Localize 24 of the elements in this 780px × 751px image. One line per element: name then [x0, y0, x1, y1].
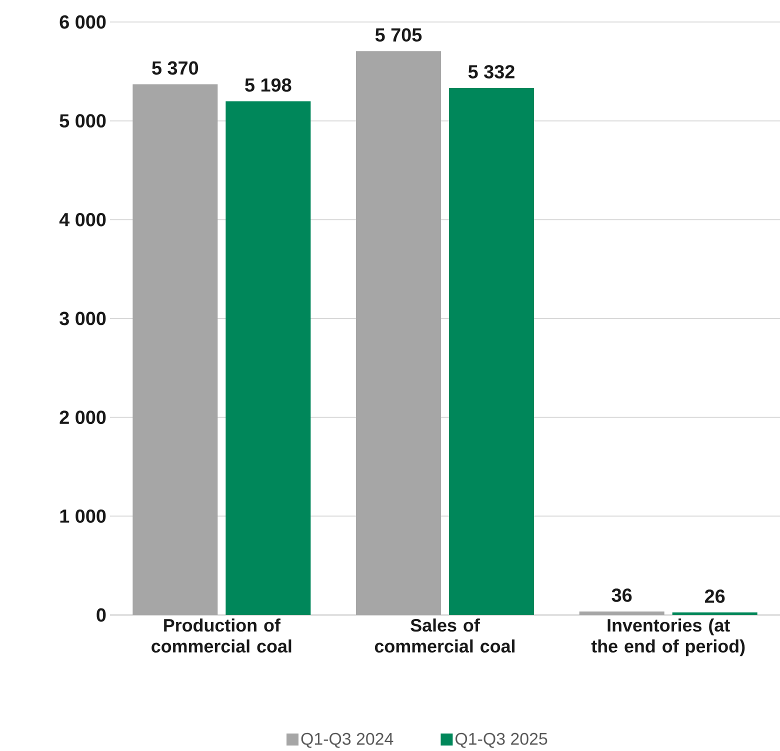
legend-label: Q1-Q3 2024	[301, 732, 394, 748]
bar	[449, 88, 534, 615]
y-tick-label: 1 000	[60, 509, 106, 523]
bar	[132, 84, 218, 615]
y-tick-label: 6 000	[60, 15, 106, 29]
data-label: 5 705	[375, 28, 422, 42]
bar	[356, 51, 442, 615]
x-tick-label: Sales of commercial coal	[374, 618, 514, 653]
y-tick-label: 4 000	[59, 212, 106, 226]
y-tick-label: 0	[96, 608, 106, 622]
data-label: 5 198	[245, 78, 292, 92]
data-label: 5 332	[468, 65, 514, 78]
bar	[672, 612, 758, 615]
y-tick-label: 5 000	[60, 114, 106, 128]
data-label: 36	[612, 588, 632, 602]
bar	[579, 611, 664, 615]
legend-label: Q1-Q3 2025	[455, 732, 548, 748]
x-tick-label: Production of commercial coal	[152, 618, 292, 653]
y-tick-label: 3 000	[60, 312, 106, 326]
y-tick-label: 2 000	[60, 410, 106, 424]
bar	[226, 101, 311, 615]
data-label: 26	[704, 590, 725, 603]
x-tick-label: Inventories (at the end of period)	[591, 618, 745, 656]
data-label: 5 370	[152, 61, 198, 75]
